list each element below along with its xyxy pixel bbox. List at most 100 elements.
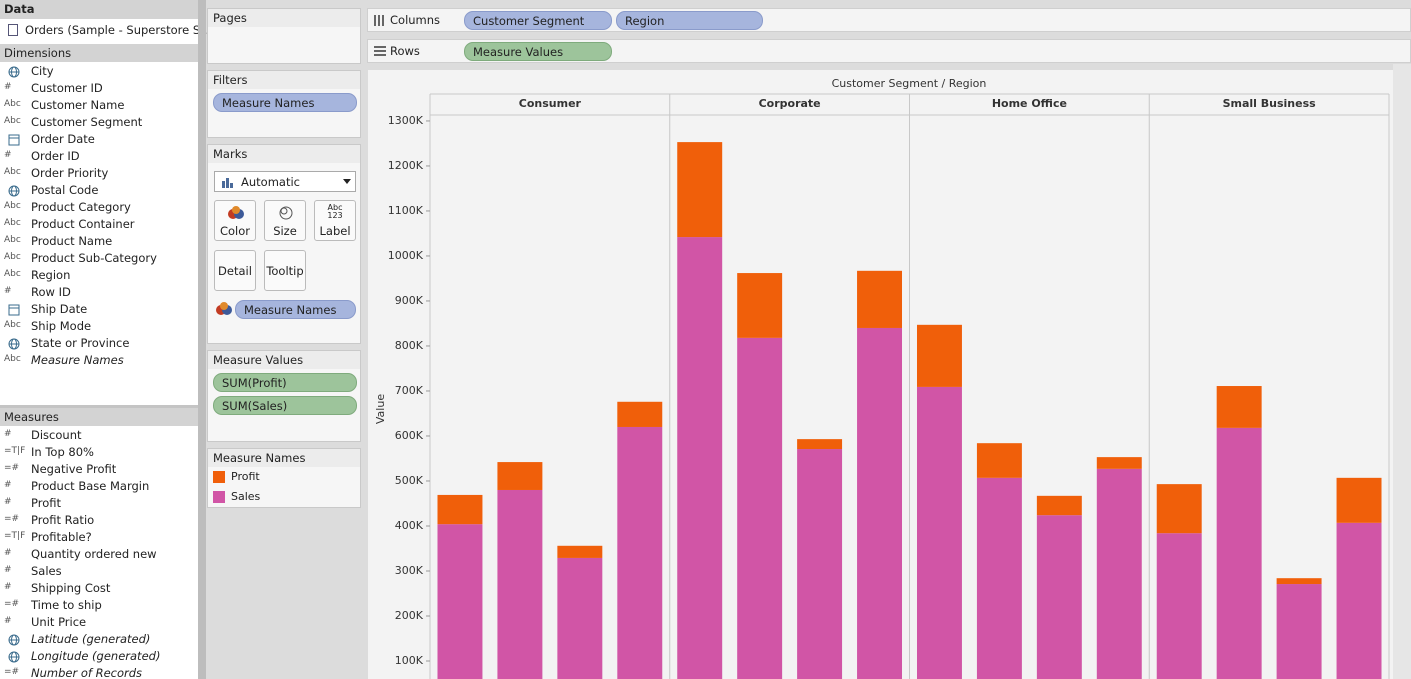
field[interactable]: =# Negative Profit <box>0 461 196 478</box>
dimensions-header: Dimensions <box>0 44 198 62</box>
field-name: Order ID <box>31 149 80 163</box>
icon-shape <box>11 338 17 350</box>
field[interactable]: =# Number of Records <box>0 665 196 679</box>
field-name: Customer Name <box>31 98 125 112</box>
column-pill[interactable]: Region <box>616 11 763 30</box>
measure-pill[interactable]: SUM(Profit) <box>213 373 357 392</box>
data-pane: Data Orders (Sample - Superstore S... Di… <box>0 0 211 679</box>
field-icon: =T|F <box>4 446 26 456</box>
field-icon: Abc <box>4 167 21 177</box>
field-name: Order Priority <box>31 166 109 180</box>
bar-segment <box>1336 477 1382 523</box>
panel-header: Consumer <box>519 97 582 110</box>
field-name: Profit <box>31 496 61 510</box>
bar-segment <box>916 324 962 387</box>
y-tick-label: 1200K <box>388 159 424 172</box>
field[interactable]: Latitude (generated) <box>0 631 196 648</box>
bar-segment <box>1276 578 1322 585</box>
column-pill[interactable]: Customer Segment <box>464 11 612 30</box>
mark-type-dropdown[interactable]: Automatic <box>214 171 356 192</box>
bar-segment <box>437 494 483 525</box>
field-name: Customer ID <box>31 81 103 95</box>
field[interactable]: # Unit Price <box>0 614 196 631</box>
bar-segment <box>797 439 843 450</box>
field-name: Product Container <box>31 217 135 231</box>
field-name: Product Base Margin <box>31 479 150 493</box>
source-icon <box>8 24 18 36</box>
field[interactable]: Postal Code <box>0 182 196 199</box>
field-icon: Abc <box>4 269 21 279</box>
field[interactable]: # Profit <box>0 495 196 512</box>
splitter <box>0 405 198 408</box>
field[interactable]: City <box>0 63 196 80</box>
label-button[interactable]: Abc 123 Label <box>314 200 356 241</box>
field[interactable]: Order Date <box>0 131 196 148</box>
field[interactable]: Abc Customer Name <box>0 97 196 114</box>
geo-icon <box>8 185 20 197</box>
icon-shape <box>8 134 20 146</box>
field[interactable]: Abc Ship Mode <box>0 318 196 335</box>
view-margin <box>1393 64 1411 679</box>
button-label: Tooltip <box>266 264 304 278</box>
field[interactable]: =T|F In Top 80% <box>0 444 196 461</box>
field[interactable]: # Customer ID <box>0 80 196 97</box>
row-pill[interactable]: Measure Values <box>464 42 612 61</box>
field[interactable]: # Row ID <box>0 284 196 301</box>
icon-shape <box>11 66 17 78</box>
field-icon: Abc <box>4 116 21 126</box>
field-icon: # <box>4 82 12 92</box>
columns-icon <box>374 15 384 26</box>
field-name: Measure Names <box>31 353 124 367</box>
bar-segment <box>617 426 663 679</box>
field[interactable]: Abc Product Container <box>0 216 196 233</box>
y-tick-label: 1100K <box>388 204 424 217</box>
color-button[interactable]: Color <box>214 200 256 241</box>
y-tick-label: 1000K <box>388 249 424 262</box>
field[interactable]: Abc Measure Names <box>0 352 196 369</box>
button-label: Color <box>219 224 251 238</box>
field-name: Longitude (generated) <box>31 649 161 663</box>
bar-icon <box>222 178 233 188</box>
legend-card: Measure Names Profit Sales <box>207 448 361 508</box>
field-name: Ship Mode <box>31 319 92 333</box>
bar-segment <box>437 524 483 679</box>
detail-button[interactable]: Detail <box>214 250 256 291</box>
field[interactable]: Abc Product Category <box>0 199 196 216</box>
field[interactable]: # Product Base Margin <box>0 478 196 495</box>
field-icon: # <box>4 429 12 439</box>
y-tick-label: 900K <box>395 294 424 307</box>
y-tick-label: 700K <box>395 384 424 397</box>
bar-segment <box>677 142 723 238</box>
field[interactable]: # Sales <box>0 563 196 580</box>
bar-segment <box>677 237 723 679</box>
tooltip-button[interactable]: Tooltip <box>264 250 306 291</box>
field[interactable]: Abc Product Sub-Category <box>0 250 196 267</box>
y-tick-label: 400K <box>395 519 424 532</box>
color-pill[interactable]: Measure Names <box>235 300 356 319</box>
field-name: Profit Ratio <box>31 513 95 527</box>
field[interactable]: =T|F Profitable? <box>0 529 196 546</box>
field[interactable]: =# Time to ship <box>0 597 196 614</box>
measure-pill[interactable]: SUM(Sales) <box>213 396 357 415</box>
field[interactable]: Abc Order Priority <box>0 165 196 182</box>
field[interactable]: State or Province <box>0 335 196 352</box>
data-source[interactable]: Orders (Sample - Superstore S... <box>25 23 212 37</box>
filter-pill[interactable]: Measure Names <box>213 93 357 112</box>
field[interactable]: =# Profit Ratio <box>0 512 196 529</box>
size-button[interactable]: Size <box>264 200 306 241</box>
panel-header: Home Office <box>992 97 1067 110</box>
bar-segment <box>1096 468 1142 679</box>
field[interactable]: # Shipping Cost <box>0 580 196 597</box>
field[interactable]: # Quantity ordered new <box>0 546 196 563</box>
field-icon: # <box>4 616 12 626</box>
measures-list: # Discount =T|F In Top 80% =# Negative Profit… <box>0 427 198 679</box>
field[interactable]: # Order ID <box>0 148 196 165</box>
field[interactable]: Longitude (generated) <box>0 648 196 665</box>
field[interactable]: Ship Date <box>0 301 196 318</box>
field[interactable]: Abc Region <box>0 267 196 284</box>
card-title: Measure Values <box>208 351 360 369</box>
bar-segment <box>1276 584 1322 679</box>
field[interactable]: Abc Customer Segment <box>0 114 196 131</box>
field[interactable]: Abc Product Name <box>0 233 196 250</box>
field[interactable]: # Discount <box>0 427 196 444</box>
